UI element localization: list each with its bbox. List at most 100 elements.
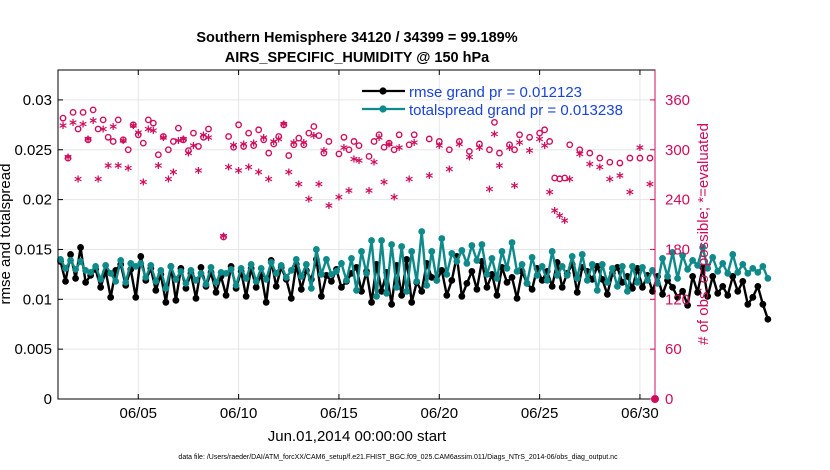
totalspread-point	[654, 279, 661, 287]
totalspread-point	[177, 267, 185, 275]
rmse-point	[287, 294, 295, 302]
totalspread-point	[117, 257, 125, 264]
rmse-point	[684, 301, 692, 309]
obs-possible-point	[315, 132, 323, 140]
obs-possible-point	[546, 138, 554, 145]
obs-possible-point	[486, 146, 493, 154]
rmse-point	[438, 266, 446, 274]
obs-evaluated-point: *	[566, 172, 574, 190]
obs-possible-point	[129, 121, 137, 129]
obs-possible-point	[270, 140, 278, 148]
obs-evaluated-point: *	[190, 139, 198, 157]
obs-evaluated-point: *	[99, 122, 107, 140]
obs-possible-point	[185, 147, 192, 154]
totalspread-point	[714, 267, 722, 275]
obs-possible-point	[275, 133, 283, 140]
rmse-point	[488, 270, 496, 278]
obs-evaluated-point: *	[551, 204, 559, 222]
totalspread-point	[297, 272, 305, 280]
obs-possible-point	[164, 146, 172, 154]
y-axis-left-label: rmse and totalspread	[0, 164, 14, 305]
obs-possible-point	[476, 140, 483, 148]
y-right-tick-label: 120	[665, 291, 690, 308]
rmse-point	[548, 282, 556, 290]
totalspread-point	[147, 262, 155, 269]
obs-evaluated-point: *	[240, 137, 248, 155]
obs-possible-point	[240, 143, 248, 150]
rmse-point	[328, 277, 335, 285]
obs-evaluated-point: *	[169, 166, 177, 184]
footer-data-file: data file: /Users/raeder/DAI/ATM_forcXX/…	[178, 454, 618, 461]
rmse-point	[152, 286, 160, 294]
obs-possible-point	[370, 138, 378, 145]
totalspread-point	[679, 252, 686, 259]
totalspread-point	[272, 269, 280, 277]
totalspread-point	[97, 275, 105, 283]
totalspread-point	[102, 262, 110, 269]
obs-possible-point	[144, 116, 152, 124]
obs-evaluated-point: *	[511, 179, 519, 197]
rmse-point	[448, 276, 456, 284]
rmse-point	[649, 287, 656, 295]
obs-evaluated-point: *	[556, 209, 564, 227]
obs-possible-point	[139, 139, 147, 147]
obs-evaluated-point: *	[320, 144, 328, 162]
rmse-point	[719, 282, 727, 290]
obs-possible-point	[395, 131, 403, 139]
totalspread-point	[624, 287, 631, 295]
totalspread-point	[207, 264, 215, 271]
obs-evaluated-point: *	[486, 182, 494, 200]
rmse-point	[739, 277, 747, 285]
rmse-series-line	[59, 246, 770, 320]
obs-possible-point	[104, 133, 112, 141]
totalspread-point	[338, 260, 345, 267]
obs-possible-point	[646, 154, 654, 162]
obs-possible-point	[190, 129, 197, 137]
y-right-tick-label: 360	[665, 92, 690, 109]
obs-possible-point	[511, 146, 518, 154]
rmse-point	[62, 277, 69, 285]
obs-possible-point	[159, 133, 167, 140]
obs-possible-point	[79, 108, 87, 116]
totalspread-point	[92, 263, 100, 270]
totalspread-point	[408, 248, 416, 255]
totalspread-point	[187, 266, 195, 274]
obs-possible-point	[536, 129, 544, 137]
obs-evaluated-point: *	[185, 147, 193, 165]
rmse-point	[659, 290, 666, 298]
rmse-point	[734, 287, 742, 295]
x-tick-label: 06/05	[119, 405, 157, 422]
obs-evaluated-point: *	[315, 177, 323, 195]
obs-evaluated-point: *	[270, 135, 278, 153]
obs-possible-point	[195, 143, 202, 150]
obs-evaluated-point: *	[425, 169, 433, 187]
totalspread-point	[613, 282, 621, 290]
obs-possible-point	[300, 141, 308, 149]
totalspread-point	[498, 248, 506, 255]
obs-evaluated-point: *	[506, 141, 514, 159]
obs-count-layer: ****************************************…	[59, 106, 654, 248]
totalspread-point	[353, 286, 360, 294]
y-left-tick-label: 0.025	[14, 142, 52, 159]
rmse-point	[744, 300, 752, 308]
totalspread-point	[659, 255, 666, 262]
totalspread-point	[669, 249, 676, 256]
obs-possible-point	[516, 131, 523, 139]
rmse-point	[398, 291, 406, 299]
y-left-tick-label: 0.005	[14, 341, 52, 358]
obs-evaluated-point: *	[245, 161, 253, 179]
totalspread-point	[689, 257, 697, 264]
obs-evaluated-point: *	[335, 191, 343, 209]
obs-possible-point	[576, 146, 584, 154]
totalspread-point	[368, 237, 375, 244]
totalspread-point	[413, 277, 421, 285]
obs-evaluated-point: *	[395, 141, 403, 159]
obs-possible-point	[350, 138, 358, 145]
rmse-point	[508, 273, 516, 281]
totalspread-point	[247, 261, 255, 268]
totalspread-point	[162, 284, 170, 292]
obs-possible-point	[345, 146, 353, 154]
obs-possible-point	[465, 148, 473, 155]
totalspread-point	[403, 287, 411, 295]
totalspread-point	[488, 255, 496, 262]
